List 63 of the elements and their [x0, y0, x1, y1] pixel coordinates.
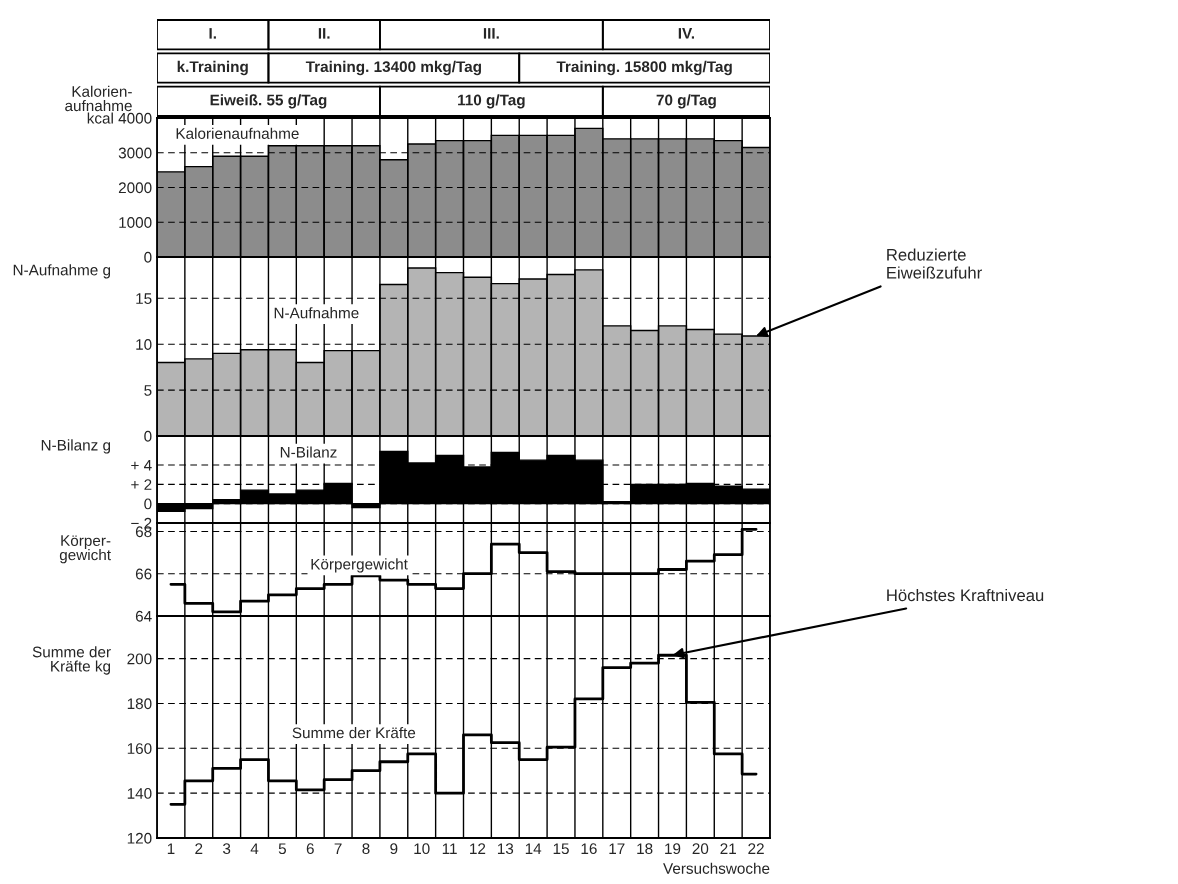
y-tick-label: 0 [144, 498, 152, 510]
x-tick-label: 12 [470, 843, 486, 854]
x-tick-label: 10 [414, 843, 430, 855]
x-tick-label: 4 [250, 843, 259, 854]
text: N-Aufnahme [274, 307, 359, 319]
text: Training. 15800 mkg/Tag [556, 60, 732, 76]
x-tick-label: 8 [362, 843, 370, 855]
y-tick-label: 66 [135, 568, 152, 580]
y-tick-label: 3000 [118, 147, 152, 159]
y-axis-title: N-Aufnahme g [13, 264, 111, 279]
y-tick-label: 64 [135, 610, 152, 622]
y-tick-label: 0 [144, 251, 152, 263]
x-tick-label: 6 [306, 843, 314, 855]
x-tick-label: 3 [222, 843, 231, 855]
y-axis-title: Summe der Kräfte kg [32, 646, 111, 675]
y-tick-label: 180 [127, 698, 152, 710]
y-tick-label: 140 [127, 788, 152, 799]
text: Training. 13400 mkg/Tag [305, 60, 481, 76]
text: Eiweiß. 55 g/Tag [210, 94, 327, 109]
x-tick-label: 5 [278, 843, 286, 855]
x-tick-label: 20 [692, 843, 709, 855]
y-tick-label: 15 [136, 293, 152, 304]
text: 110 g/Tag [458, 94, 525, 109]
x-tick-label: 11 [442, 843, 457, 854]
text: IV. [678, 28, 694, 39]
y-tick-label: 160 [127, 743, 152, 754]
text: Körpergewicht [311, 558, 408, 573]
y-tick-label: kcal 4000 [87, 112, 152, 124]
text: Summe der Kräfte [292, 727, 416, 739]
x-tick-label: 1 [167, 843, 175, 854]
x-tick-label: 2 [195, 843, 203, 854]
x-tick-label: 16 [581, 843, 597, 855]
x-tick-label: 15 [553, 843, 569, 855]
x-tick-label: 22 [748, 843, 764, 854]
x-axis-title: Versuchswoche [663, 862, 770, 874]
y-axis-title: N-Bilanz g [41, 439, 111, 454]
x-tick-label: 21 [720, 843, 736, 854]
annotation: Reduzierte Eiweißzufuhr [887, 248, 982, 279]
text: II. [318, 28, 330, 39]
y-tick-label: 0 [144, 430, 152, 442]
x-tick-label: 9 [390, 843, 398, 855]
y-tick-label: 10 [136, 339, 152, 350]
y-tick-label: 1000 [119, 217, 152, 228]
x-tick-label: 13 [497, 843, 514, 855]
y-axis-title: Körper- gewicht [59, 535, 111, 564]
y-tick-label: + 4 [131, 460, 152, 471]
x-tick-label: 17 [609, 843, 625, 854]
y-tick-label: 2000 [118, 182, 152, 194]
y-tick-label: 120 [127, 832, 152, 844]
y-tick-label: 5 [144, 385, 152, 396]
x-tick-label: 18 [637, 843, 653, 855]
text: N-Bilanz [280, 446, 337, 458]
text: 70 g/Tag [656, 94, 716, 109]
x-tick-label: 19 [665, 843, 681, 855]
x-tick-label: 7 [334, 843, 342, 854]
text: I. [209, 28, 216, 39]
text: III. [483, 28, 499, 39]
y-tick-label: 200 [127, 653, 152, 665]
x-tick-label: 14 [525, 843, 542, 854]
text: Kalorienaufnahme [176, 127, 299, 139]
text: k.Training [177, 60, 248, 76]
y-tick-label: + 2 [131, 479, 152, 490]
annotation: Höchstes Kraftniveau [887, 588, 1044, 602]
